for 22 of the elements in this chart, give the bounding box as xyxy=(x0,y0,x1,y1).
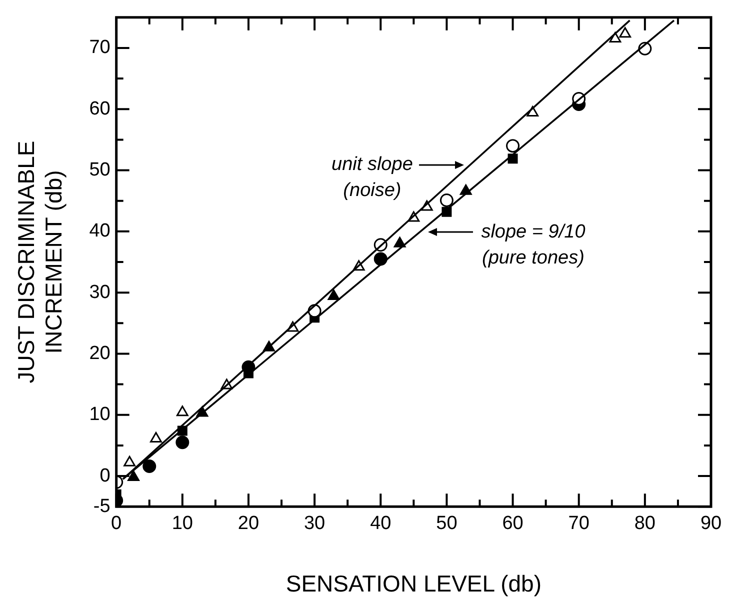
x-tick-label: 50 xyxy=(436,513,458,534)
y-axis-title: JUST DISCRIMINABLE INCREMENT (db) xyxy=(13,140,67,384)
x-tick-label: 80 xyxy=(634,513,656,534)
y-tick-label: -5 xyxy=(93,496,110,517)
x-tick-label: 20 xyxy=(238,513,260,534)
annotation: unit slope (noise) xyxy=(332,154,413,202)
y-tick-label: 60 xyxy=(89,98,110,120)
x-tick-label: 10 xyxy=(172,513,193,534)
x-axis-title: SENSATION LEVEL (db) xyxy=(286,570,542,597)
annotation: slope = 9/10 (pure tones) xyxy=(481,221,586,268)
y-tick-label: 30 xyxy=(89,282,110,303)
x-tick-label: 70 xyxy=(568,513,590,534)
y-tick-label: 20 xyxy=(89,342,110,364)
y-tick-label: 10 xyxy=(89,404,110,426)
x-tick-label: 30 xyxy=(304,513,326,534)
y-tick-label: 70 xyxy=(89,37,110,58)
y-tick-label: 40 xyxy=(89,220,110,242)
x-tick-label: 60 xyxy=(502,513,524,534)
y-tick-label: 50 xyxy=(89,160,110,181)
y-tick-label: 0 xyxy=(100,465,110,486)
x-tick-label: 40 xyxy=(370,513,392,534)
x-tick-label: 90 xyxy=(700,513,722,534)
